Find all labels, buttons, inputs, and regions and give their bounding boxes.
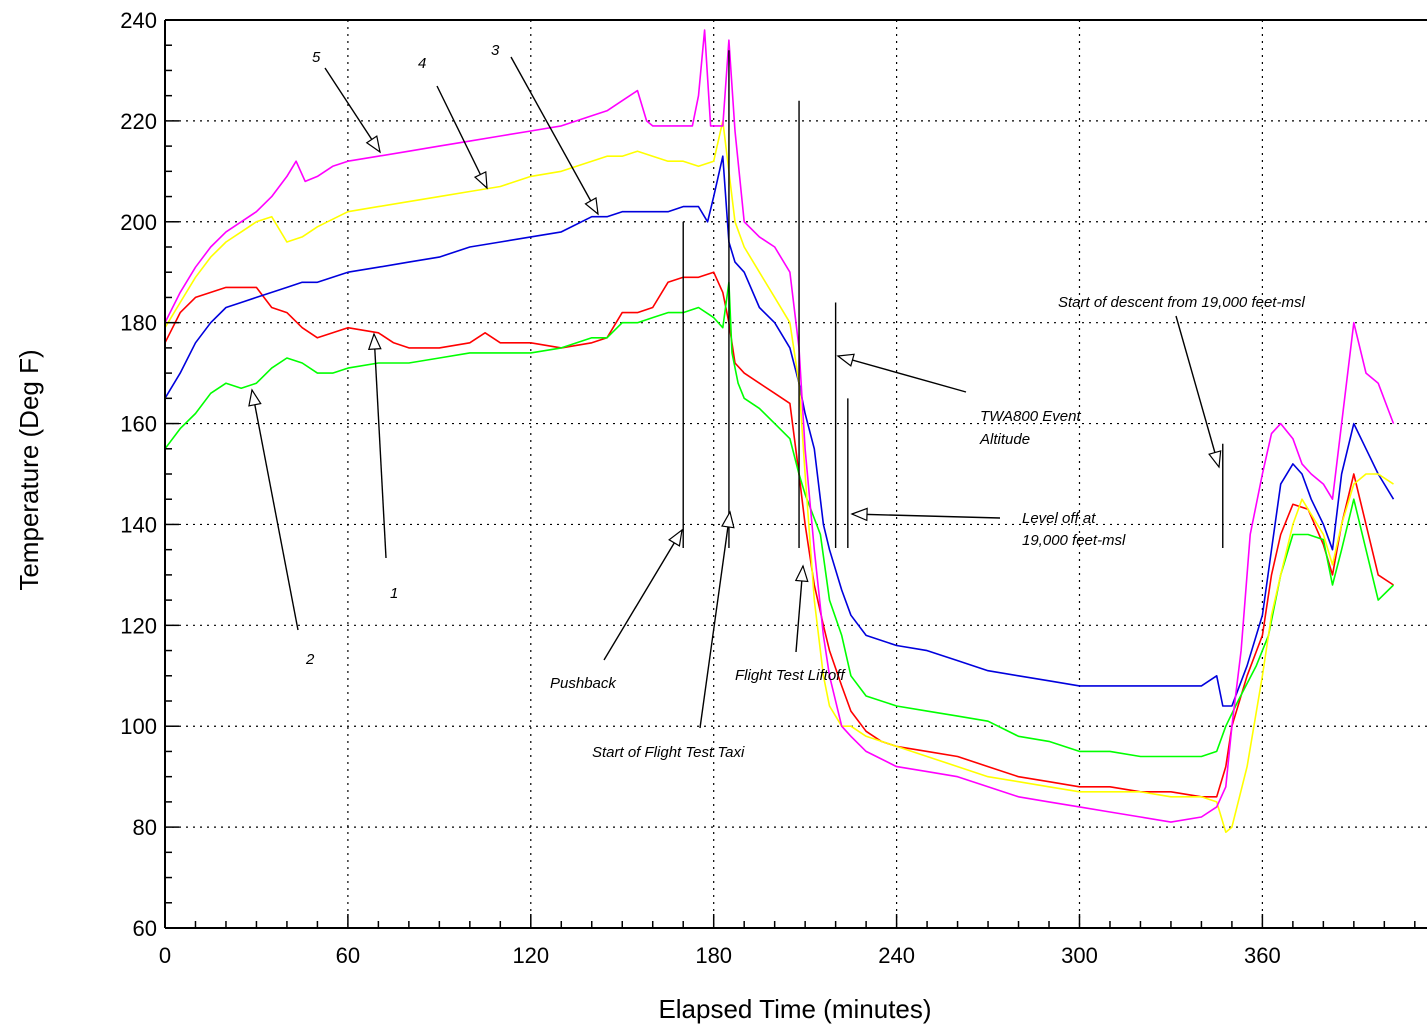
annotation-arrow-8 <box>837 355 967 393</box>
series-label-4: 4 <box>418 55 426 72</box>
y-tick-label-60: 60 <box>133 916 157 941</box>
annotation-arrowhead-9 <box>850 507 868 522</box>
y-tick-label-80: 80 <box>133 815 157 840</box>
annotation-arrowhead-3 <box>367 332 382 350</box>
level-label-line1: Level off at <box>1022 510 1096 527</box>
x-tick-label-120: 120 <box>512 943 549 968</box>
annotation-arrowhead-7 <box>794 564 809 583</box>
series-line-2 <box>164 281 1395 758</box>
x-tick-label-360: 360 <box>1244 943 1281 968</box>
annotation-arrowhead-5 <box>668 528 683 547</box>
y-axis-title: Temperature (Deg F) <box>14 349 44 590</box>
annotation-arrowhead-1 <box>473 170 488 190</box>
annotation-arrowhead-10 <box>1208 450 1222 469</box>
annotation-arrowhead-0 <box>365 135 381 154</box>
annotation-arrow-3 <box>373 333 387 559</box>
marker-layer <box>248 50 1224 729</box>
annotation-arrowhead-8 <box>836 353 855 367</box>
annotation-arrowhead-6 <box>721 510 735 529</box>
series-line-4 <box>164 120 1394 834</box>
series-label-2: 2 <box>305 651 315 668</box>
level-label-line2: 19,000 feet-msl <box>1022 532 1126 549</box>
x-tick-label-60: 60 <box>336 943 360 968</box>
y-tick-label-160: 160 <box>120 412 157 437</box>
twa-label-line2: Altitude <box>979 431 1030 448</box>
annotation-arrow-6 <box>699 511 731 729</box>
annotation-arrow-0 <box>324 67 381 153</box>
grid-layer <box>165 20 1427 928</box>
x-axis-title: Elapsed Time (minutes) <box>658 994 931 1024</box>
pushback-label: Pushback <box>550 675 617 692</box>
y-tick-label-120: 120 <box>120 613 157 638</box>
descent-label: Start of descent from 19,000 feet-msl <box>1058 294 1305 311</box>
series-line-3 <box>164 155 1395 707</box>
liftoff-label: Flight Test Liftoff <box>735 667 846 684</box>
series-layer <box>164 29 1395 834</box>
series-line-5 <box>164 29 1395 823</box>
series-label-1: 1 <box>390 585 398 602</box>
annotation-arrow-10 <box>1175 315 1220 468</box>
annotation-arrowhead-4 <box>248 388 262 407</box>
annotation-arrow-5 <box>603 529 683 661</box>
annotation-arrow-2 <box>510 56 599 215</box>
frame-layer <box>164 19 1427 929</box>
tick-layer: 0 60 120 180 240 300 3606080100120140160180200… <box>120 8 1416 968</box>
annotation-arrow-4 <box>251 389 299 631</box>
y-tick-label-180: 180 <box>120 311 157 336</box>
x-tick-label-240: 240 <box>878 943 915 968</box>
series-label-3: 3 <box>491 42 500 59</box>
annotation-arrow-9 <box>851 513 1001 519</box>
y-tick-label-140: 140 <box>120 512 157 537</box>
annotation-arrow-1 <box>436 85 488 189</box>
x-tick-label-300: 300 <box>1061 943 1098 968</box>
x-tick-label-180: 180 <box>695 943 732 968</box>
y-tick-label-200: 200 <box>120 210 157 235</box>
series-label-5: 5 <box>312 49 321 66</box>
series-line-1 <box>164 271 1394 798</box>
y-tick-label-240: 240 <box>120 8 157 33</box>
x-tick-label-0: 0 <box>159 943 171 968</box>
taxi-label: Start of Flight Test Taxi <box>592 744 745 761</box>
y-tick-label-100: 100 <box>120 714 157 739</box>
y-tick-label-220: 220 <box>120 109 157 134</box>
twa-label-line1: TWA800 Event <box>980 408 1081 425</box>
annotation-arrowhead-2 <box>584 197 599 216</box>
